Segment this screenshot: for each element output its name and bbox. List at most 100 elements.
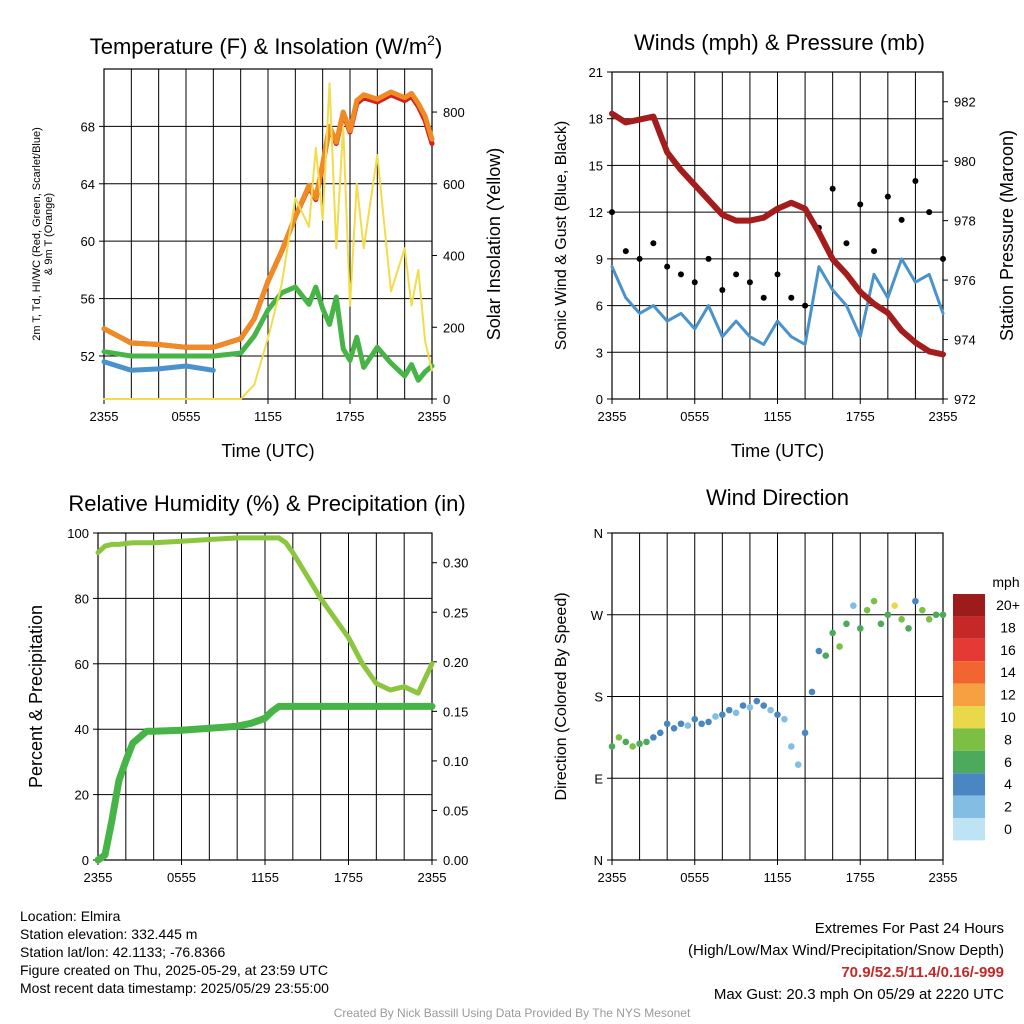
gust-point <box>940 255 946 262</box>
y2-tick-label: 982 <box>954 95 976 110</box>
gust-point <box>774 271 781 278</box>
figure-created: Figure created on Thu, 2025-05-29, at 23… <box>20 962 328 978</box>
legend-swatch <box>953 594 985 617</box>
y2-tick-label: 0.20 <box>443 655 468 670</box>
y2-axis-label: Station Pressure (Maroon) <box>997 130 1017 341</box>
y2-tick-label: 0.30 <box>443 556 468 571</box>
x-tick-label: 1155 <box>764 870 792 885</box>
y2-tick-label: 0 <box>443 392 450 407</box>
gust-point <box>760 294 767 301</box>
direction-point <box>725 706 733 714</box>
direction-point <box>670 724 678 732</box>
y-tick-label: 0 <box>596 392 603 407</box>
y-tick-label: 18 <box>589 112 603 127</box>
x-tick-label: 1155 <box>764 409 792 424</box>
series-relative-humidity <box>95 535 435 696</box>
y-tick-label: 0 <box>82 853 89 868</box>
x-tick-label: 1755 <box>846 870 875 885</box>
gust-point <box>746 279 753 286</box>
station-location: Location: Elmira <box>20 908 121 924</box>
legend-swatch <box>953 683 985 706</box>
y2-axis-label: Solar Insolation (Yellow) <box>484 148 504 340</box>
legend-label: 20+ <box>996 597 1020 613</box>
direction-point <box>898 615 905 623</box>
y-axis-label: Sonic Wind & Gust (Blue, Black) <box>553 121 570 350</box>
direction-point <box>877 620 885 628</box>
station-elevation: Station elevation: 332.445 m <box>20 926 198 942</box>
y-tick-label: 56 <box>81 292 95 307</box>
y-axis-label-group: Percent & Precipitation <box>26 605 46 788</box>
x-tick-label: 2355 <box>598 870 627 885</box>
gust-point <box>843 240 850 247</box>
direction-point <box>808 688 816 696</box>
y-tick-label: N <box>594 853 603 868</box>
direction-point <box>629 743 636 750</box>
chart-panel-4: 2355 0555 1155 1755 2355 N E S W N Wind Direction D… <box>553 485 1020 885</box>
series-sonic-wind <box>610 257 945 346</box>
direction-point <box>608 743 616 750</box>
direction-point <box>836 643 843 650</box>
legend-swatch <box>953 728 985 751</box>
max-gust: Max Gust: 20.3 mph On 05/29 at 2220 UTC <box>713 986 1004 1003</box>
x-tick-label: 1155 <box>254 409 282 424</box>
chart-panel-3: 2355 0555 1155 1755 2355 0 20 40 60 80 100 0.00 0.05… <box>26 491 468 885</box>
gust-point <box>705 255 712 262</box>
y-tick-label: 20 <box>75 788 89 803</box>
gust-point <box>664 263 671 270</box>
y-tick-label: 100 <box>67 526 89 541</box>
x-tick-label: 1155 <box>251 870 279 885</box>
y-axis-label: Direction (Colored By Speed) <box>553 592 570 800</box>
legend-swatch <box>953 661 985 684</box>
series-solar <box>103 82 433 400</box>
x-tick-label: 2355 <box>90 409 119 424</box>
direction-point <box>856 625 864 632</box>
direction-point <box>760 702 768 709</box>
y-tick-label: 15 <box>589 158 603 173</box>
direction-point <box>794 761 802 768</box>
direction-point <box>843 620 850 628</box>
direction-point <box>767 706 774 714</box>
y-tick-label: 6 <box>596 299 603 314</box>
direction-point <box>636 740 643 748</box>
legend-label: 4 <box>1004 776 1012 792</box>
series-station-pressure <box>609 110 946 358</box>
y2-tick-label: 0.00 <box>443 853 468 868</box>
direction-point <box>677 720 685 728</box>
y-tick-label: W <box>591 608 604 623</box>
direction-point <box>863 606 871 614</box>
direction-point <box>781 715 788 723</box>
y2-tick-label: 200 <box>443 320 465 335</box>
y2-axis-label-group: Station Pressure (Maroon) <box>997 130 1017 341</box>
y-tick-label: 9 <box>596 252 603 267</box>
x-axis-label: Time (UTC) <box>221 441 314 461</box>
legend-label: 18 <box>1000 619 1016 635</box>
y-axis-label-group: Direction (Colored By Speed) <box>553 592 570 800</box>
legend-label: 0 <box>1004 821 1012 837</box>
direction-point <box>787 743 795 750</box>
x-tick-label: 2355 <box>418 870 447 885</box>
legend-label: 2 <box>1004 799 1012 815</box>
direction-point <box>650 734 657 741</box>
x-axis-label: Time (UTC) <box>731 441 824 461</box>
direction-point <box>870 597 878 605</box>
gust-point <box>788 294 795 301</box>
credit-line: Created By Nick Bassill Using Data Provi… <box>333 1006 691 1020</box>
y-axis-label-line1: 2m T, Td, HI/WC (Red, Green, Scarlet/Blu… <box>31 127 43 341</box>
gust-point <box>857 201 864 208</box>
direction-point <box>939 611 947 619</box>
x-tick-label: 2355 <box>598 409 627 424</box>
legend-title: mph <box>992 574 1019 590</box>
y-tick-label: S <box>594 690 603 705</box>
gust-point <box>802 302 809 309</box>
x-tick-label: 1755 <box>846 409 875 424</box>
y2-tick-label: 980 <box>954 154 976 169</box>
direction-point <box>884 611 892 619</box>
x-tick-label: 2355 <box>929 870 958 885</box>
x-tick-label: 1755 <box>336 409 365 424</box>
y-tick-label: 80 <box>75 591 89 606</box>
y-tick-label: 21 <box>589 65 603 80</box>
legend-label: 14 <box>1000 664 1016 680</box>
gust-point <box>926 209 933 216</box>
y2-tick-label: 0.05 <box>443 803 468 818</box>
